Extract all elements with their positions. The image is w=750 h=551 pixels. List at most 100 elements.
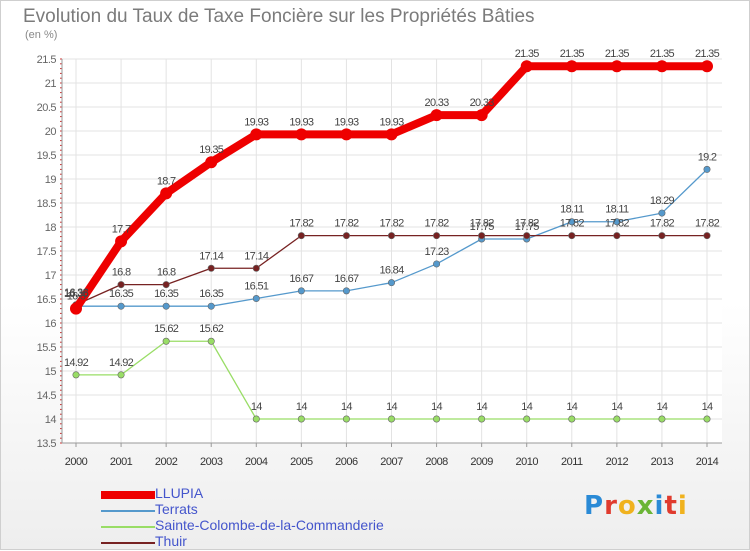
legend-label: LLUPIA [155,485,204,501]
legend-swatch [101,491,155,499]
data-label: 17.82 [470,218,495,230]
x-tick-label: 2004 [245,456,268,468]
logo-letter: o [617,491,637,521]
data-label: 16.67 [289,273,314,285]
x-tick-label: 2014 [696,456,719,468]
data-point [70,302,82,315]
data-label: 17.82 [560,218,585,230]
data-point [295,128,308,141]
legend-swatch [101,526,155,528]
y-tick-label: 19 [45,174,57,186]
data-label: 19.93 [244,116,269,128]
data-label: 14.92 [109,357,134,369]
data-point [433,415,441,423]
data-label: 16.3 [67,291,86,303]
logo-letter: t [664,491,678,521]
data-label: 17.82 [289,218,314,230]
data-label: 14 [476,401,487,413]
data-label: 17.82 [605,218,630,230]
data-label: 14 [657,401,668,413]
legend-label: Terrats [155,501,198,517]
data-label: 17.82 [334,218,359,230]
x-tick-label: 2007 [380,456,403,468]
data-label: 14.92 [64,357,89,369]
data-point [117,281,125,289]
y-tick-label: 15 [45,366,57,378]
data-point [162,337,170,345]
y-tick-label: 19.5 [37,150,57,162]
y-tick-label: 18.5 [37,198,57,210]
x-tick-label: 2003 [200,456,223,468]
data-point [297,287,305,295]
data-point [658,209,666,217]
data-label: 14 [566,401,577,413]
data-point [117,371,125,379]
logo-letter: i [677,491,688,521]
data-label: 14 [521,401,532,413]
x-tick-label: 2001 [110,456,133,468]
data-point [207,264,215,272]
x-tick-label: 2002 [155,456,178,468]
y-tick-label: 21 [45,78,57,90]
logo-letter: x [636,491,655,521]
logo-letter: i [654,491,665,521]
x-tick-label: 2000 [65,456,88,468]
data-label: 16.67 [334,273,359,285]
data-point [162,281,170,289]
y-tick-label: 14 [45,414,57,426]
data-point [565,60,578,73]
data-point [72,371,80,379]
data-label: 20.33 [470,97,495,109]
logo-letter: r [604,491,618,521]
data-point [342,232,350,240]
data-label: 17.82 [425,218,450,230]
proxiti-logo: Proxiti [584,491,688,521]
data-label: 19.93 [289,116,314,128]
y-tick-label: 14.5 [37,390,57,402]
data-point [703,165,711,173]
x-tick-label: 2005 [290,456,313,468]
y-tick-label: 15.5 [37,342,57,354]
data-point [568,218,576,226]
data-point [658,415,666,423]
data-point [520,60,533,73]
y-tick-label: 13.5 [37,438,57,450]
x-tick-label: 2013 [651,456,674,468]
data-label: 21.35 [695,48,720,60]
x-tick-label: 2012 [606,456,629,468]
data-label: 14 [702,401,713,413]
data-point [655,60,668,73]
data-label: 19.35 [199,144,224,156]
data-label: 16.35 [199,288,224,300]
data-point [701,60,713,73]
chart-title: Evolution du Taux de Taxe Foncière sur l… [23,6,535,27]
data-label: 17.82 [650,218,675,230]
y-tick-label: 17.5 [37,246,57,258]
x-tick-label: 2009 [470,456,493,468]
data-point [613,232,621,240]
data-label: 21.35 [605,48,630,60]
data-label: 21.35 [560,48,585,60]
data-label: 18.11 [605,204,629,216]
data-label: 18.11 [560,204,584,216]
data-point [207,302,215,310]
legend-label: Sainte-Colombe-de-la-Commanderie [155,517,384,533]
data-point [385,128,398,141]
data-point [387,415,395,423]
data-label: 15.62 [154,323,179,335]
data-point [252,415,260,423]
data-point [297,232,305,240]
data-point [160,187,173,200]
legend-swatch [101,510,155,512]
data-label: 17.82 [379,218,404,230]
data-point [475,109,488,122]
y-tick-label: 16.5 [37,294,57,306]
logo-letter: P [584,491,605,521]
data-label: 14 [431,401,442,413]
data-label: 16.8 [157,267,176,279]
data-label: 16.8 [112,267,131,279]
data-point [523,415,531,423]
data-label: 14 [341,401,352,413]
